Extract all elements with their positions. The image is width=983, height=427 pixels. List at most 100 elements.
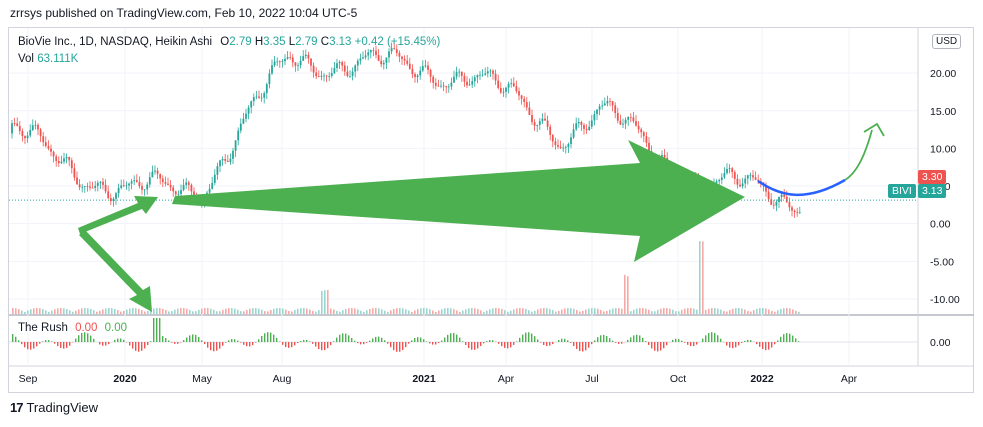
volume-bar xyxy=(732,308,734,314)
volume-bar xyxy=(180,308,182,314)
indicator-bar xyxy=(735,342,737,348)
change-value: +0.42 (+15.45%) xyxy=(354,36,441,48)
volume-bar xyxy=(738,308,740,314)
volume-bar xyxy=(285,309,287,314)
volume-bar xyxy=(135,308,137,314)
candle-body xyxy=(102,181,104,185)
candle-body xyxy=(239,123,242,131)
volume-bar xyxy=(57,308,59,314)
candle-body xyxy=(78,184,81,188)
volume-bar xyxy=(234,308,236,314)
indicator-bar xyxy=(231,339,233,342)
candle-body xyxy=(601,105,604,107)
candle-body xyxy=(65,157,68,159)
footer-brand[interactable]: 17 TradingView xyxy=(10,400,98,415)
candle-body xyxy=(528,107,531,115)
candle-body xyxy=(541,118,544,122)
indicator-bar xyxy=(285,342,287,348)
volume-bar xyxy=(612,308,614,314)
y-tick-label: 0.00 xyxy=(930,219,951,231)
candle-body xyxy=(252,97,255,102)
volume-bar xyxy=(30,309,32,314)
indicator-bar xyxy=(465,342,467,346)
volume-bar xyxy=(786,308,788,314)
volume-bar xyxy=(501,309,503,314)
indicator-bar xyxy=(57,342,59,347)
candle-body xyxy=(265,84,268,94)
indicator-bar xyxy=(393,342,395,351)
candle-body xyxy=(450,82,453,87)
volume-bar xyxy=(486,310,488,314)
volume-bar xyxy=(384,310,386,314)
volume-bar xyxy=(246,309,248,314)
volume-bar xyxy=(450,308,452,314)
volume-bar xyxy=(714,308,716,314)
volume-bar xyxy=(639,308,641,314)
candle-body xyxy=(445,86,448,88)
candle-body xyxy=(515,86,518,92)
indicator-bar xyxy=(750,340,752,342)
volume-bar xyxy=(591,308,593,314)
volume-bar xyxy=(699,241,701,314)
volume-bar xyxy=(297,308,299,314)
indicator-bar xyxy=(420,337,422,342)
indicator-bar xyxy=(363,342,365,345)
volume-bar xyxy=(420,308,422,314)
candle-body xyxy=(44,142,47,147)
candle-body xyxy=(276,61,279,63)
candle-body xyxy=(164,182,167,184)
volume-bar xyxy=(483,311,485,314)
forecast-curve xyxy=(757,178,846,196)
indicator-bar xyxy=(153,318,155,342)
indicator-bar xyxy=(711,332,713,342)
volume-bar xyxy=(117,310,119,314)
volume-bar xyxy=(528,310,530,314)
indicator-bar xyxy=(603,334,605,342)
candle-body xyxy=(728,168,731,170)
candle-body xyxy=(346,71,349,76)
indicator-bar xyxy=(468,342,470,349)
volume-bar xyxy=(498,308,500,314)
candle-body xyxy=(229,158,232,162)
volume-bar xyxy=(711,308,713,314)
candle-body xyxy=(294,62,297,66)
volume-bar xyxy=(468,308,470,314)
indicator-bar xyxy=(33,342,35,349)
candle-body xyxy=(736,178,739,185)
candle-body xyxy=(715,181,718,184)
volume-legend[interactable]: Vol 63.111K xyxy=(18,53,78,65)
indicator-bar xyxy=(120,338,122,342)
symbol-legend[interactable]: BioVie Inc., 1D, NASDAQ, Heikin Ashi O2.… xyxy=(18,36,440,48)
indicator-bar xyxy=(486,341,488,342)
indicator-bar xyxy=(639,335,641,342)
indicator-bar xyxy=(201,340,203,342)
candle-body xyxy=(780,194,783,198)
volume-bar xyxy=(678,311,680,314)
indicator-bar xyxy=(225,342,227,343)
volume-bar xyxy=(717,308,719,314)
candle-body xyxy=(161,178,164,183)
volume-bar xyxy=(726,311,728,314)
volume-bar xyxy=(165,309,167,314)
vol-label: Vol xyxy=(18,53,34,65)
volume-bar xyxy=(651,311,653,314)
candle-body xyxy=(174,191,177,195)
indicator-bar xyxy=(513,342,515,345)
candle-body xyxy=(622,123,624,125)
volume-bar xyxy=(342,310,344,314)
indicator-bar xyxy=(786,333,788,342)
candle-body xyxy=(616,113,619,121)
candle-body xyxy=(369,50,372,53)
candle-body xyxy=(783,194,786,197)
currency-button[interactable]: USD xyxy=(932,34,962,49)
candle-body xyxy=(382,62,385,65)
indicator-bar xyxy=(321,342,323,351)
indicator-legend[interactable]: The Rush 0.00 0.00 xyxy=(18,322,127,334)
candle-body xyxy=(317,76,320,78)
indicator-bar xyxy=(108,342,110,345)
candle-body xyxy=(120,185,123,188)
candle-body xyxy=(211,182,214,189)
indicator-bar xyxy=(354,340,356,342)
volume-bar xyxy=(18,309,20,314)
